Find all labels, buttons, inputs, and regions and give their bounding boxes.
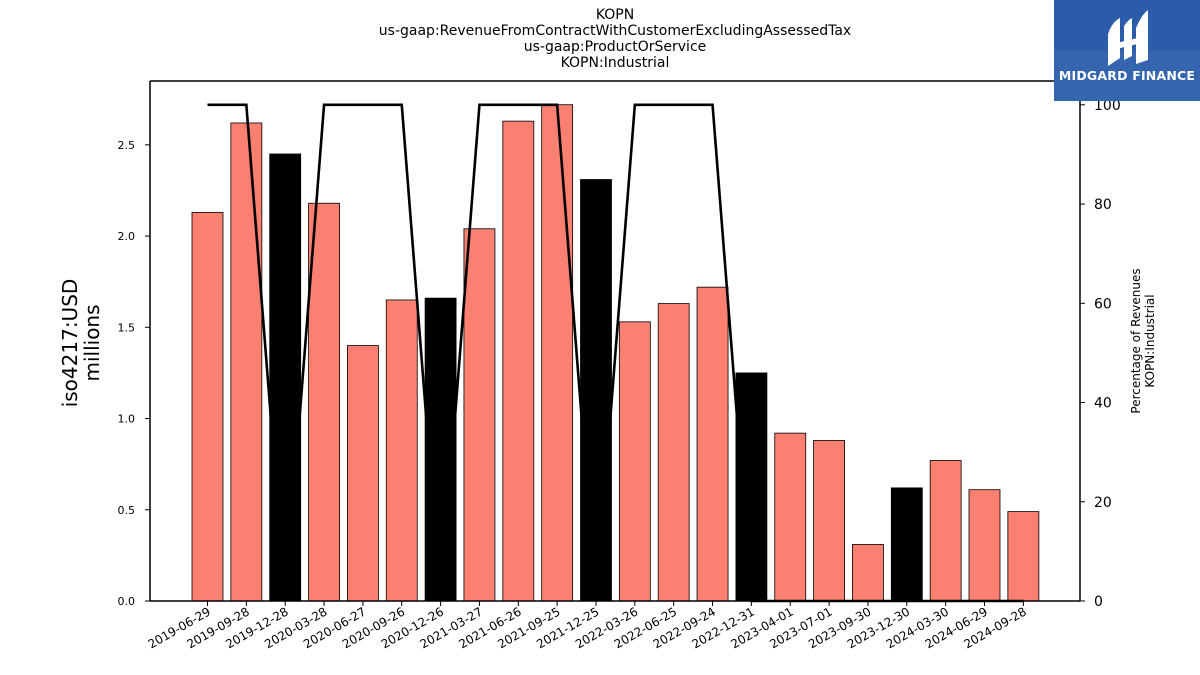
y2-tick-label: 60	[1094, 296, 1112, 312]
y-tick-label: 0.0	[118, 595, 136, 608]
bar	[269, 153, 302, 602]
y2-axis-label: Percentage of RevenuesKOPN:Industrial	[1129, 268, 1157, 413]
bar	[1007, 511, 1040, 602]
x-ticks-layer: 2019-06-292019-09-282019-12-282020-03-28…	[146, 601, 1029, 651]
y2-tick-label: 100	[1094, 98, 1121, 114]
bars-layer	[191, 104, 1040, 602]
bar	[385, 299, 418, 602]
title-line-3: us-gaap:ProductOrService	[523, 39, 707, 55]
title-line-4: KOPN:Industrial	[560, 55, 670, 71]
logo: MIDGARD FINANCE	[1054, 0, 1200, 101]
axis-labels-layer: iso4217:USDmillions Percentage of Revenue…	[58, 268, 1157, 413]
y-tick-label: 0.5	[118, 504, 136, 517]
y-axis-label: iso4217:USDmillions	[58, 279, 104, 408]
y2-tick-label: 80	[1094, 197, 1112, 213]
logo-text: MIDGARD FINANCE	[1058, 68, 1196, 83]
axes-layer	[149, 80, 1081, 602]
bar	[696, 286, 729, 602]
bar	[463, 228, 496, 602]
bar	[541, 104, 574, 602]
left-ticks-layer: 0.0 0.5 1.0 1.5 2.0 2.5	[118, 139, 150, 608]
y-tick-label: 2.5	[118, 139, 136, 152]
y2-tick-label: 20	[1094, 495, 1112, 511]
y-tick-label: 2.0	[118, 230, 136, 243]
bar	[657, 303, 690, 602]
y2-tick-label: 40	[1094, 396, 1112, 412]
bar	[735, 372, 768, 602]
bar	[968, 489, 1001, 602]
y-tick-label: 1.5	[118, 321, 136, 334]
bar	[929, 460, 962, 602]
right-ticks-layer: 0 20 40 60 80 100	[1080, 98, 1121, 610]
bar	[774, 432, 807, 602]
bar	[191, 211, 224, 602]
y2-tick-label: 0	[1094, 594, 1103, 610]
bar	[580, 179, 612, 602]
title-line-1: KOPN	[595, 7, 635, 23]
bar	[618, 321, 651, 602]
bar	[890, 487, 923, 602]
y-tick-label: 1.0	[118, 413, 136, 426]
midgard-logo-icon	[1054, 0, 1200, 101]
bar	[852, 544, 884, 602]
bar	[813, 440, 845, 602]
bar	[230, 122, 263, 602]
bar	[308, 202, 340, 602]
title-line-2: us-gaap:RevenueFromContractWithCustomerE…	[378, 23, 852, 39]
bar	[502, 120, 535, 602]
bar	[346, 345, 379, 602]
